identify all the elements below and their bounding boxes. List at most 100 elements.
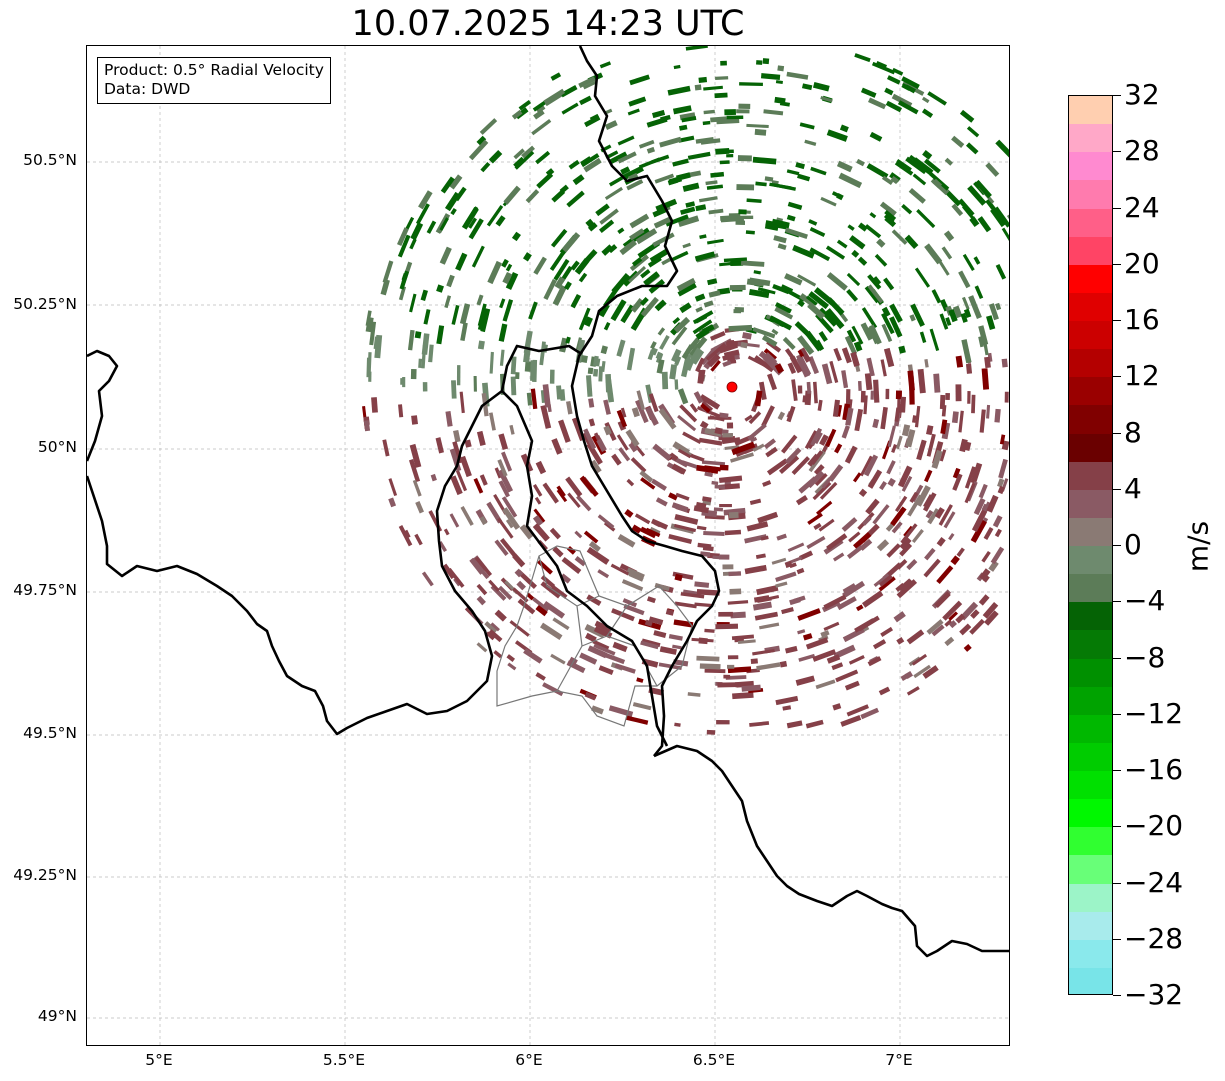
echo-cell [886, 460, 896, 475]
echo-cell [945, 317, 952, 326]
echo-cell [971, 509, 988, 532]
echo-cell [450, 475, 463, 496]
echo-cell [608, 151, 628, 165]
echo-cell [677, 448, 692, 459]
echo-cell [878, 686, 891, 696]
echo-cell [890, 506, 907, 527]
echo-cell [532, 523, 550, 542]
echo-cell [507, 662, 517, 671]
echo-cell [561, 232, 581, 253]
echo-cell [948, 611, 958, 621]
echo-cell [687, 692, 701, 697]
echo-cell [754, 390, 763, 407]
echo-cell [720, 60, 727, 66]
echo-cell [530, 388, 538, 410]
echo-cell [415, 501, 424, 514]
echo-cell [899, 396, 907, 413]
echo-cell [511, 231, 521, 242]
echo-cell [553, 258, 570, 281]
echo-cell [412, 479, 422, 497]
echo-cell [365, 310, 372, 327]
echo-cell [499, 538, 517, 557]
echo-cell [646, 146, 656, 154]
radar-map[interactable] [86, 45, 1010, 1046]
echo-cell [636, 390, 646, 411]
echo-cell [858, 615, 880, 632]
echo-cell [540, 622, 563, 640]
echo-cell [550, 72, 562, 81]
echo-cell [710, 331, 726, 341]
echo-cell [695, 204, 707, 212]
colorbar-tick [1113, 713, 1121, 715]
echo-cell [710, 116, 727, 123]
echo-cell [688, 347, 702, 364]
echo-cell [771, 557, 787, 565]
echo-cell [473, 477, 484, 494]
echo-cell [832, 399, 841, 417]
echo-cell [761, 334, 778, 347]
echo-cell [699, 234, 707, 240]
echo-cell [846, 544, 864, 559]
echo-cell [841, 347, 852, 364]
echo-cell [497, 517, 514, 539]
x-tick-label: 6°E [515, 1051, 543, 1069]
echo-cell [794, 321, 813, 339]
echo-cell [498, 323, 508, 342]
echo-cell [586, 594, 602, 607]
echo-cell [673, 64, 681, 70]
echo-cell [583, 316, 593, 327]
echo-cell [713, 507, 724, 512]
echo-cell [617, 135, 635, 146]
echo-cell [919, 331, 927, 343]
echo-cell [471, 245, 485, 268]
echo-cell [651, 478, 667, 491]
echo-cell [488, 149, 503, 164]
echo-cell [532, 359, 538, 382]
colorbar-tick [1113, 657, 1121, 659]
echo-cell [823, 594, 847, 610]
echo-cell [692, 319, 713, 335]
colorbar-segment [1069, 827, 1112, 856]
echo-cell [701, 460, 726, 466]
echo-cell [476, 135, 487, 146]
echo-cell [926, 619, 944, 635]
echo-cell [497, 469, 514, 493]
echo-cell [411, 415, 418, 425]
echo-cell [951, 203, 964, 217]
echo-cell [584, 115, 601, 128]
echo-cell [842, 583, 856, 593]
echo-cell [401, 273, 408, 281]
echo-cell [714, 92, 728, 99]
echo-cell [970, 609, 980, 619]
echo-cell [799, 347, 812, 363]
echo-cell [465, 206, 479, 224]
x-tick-label: 5°E [145, 1051, 173, 1069]
echo-cell [779, 660, 788, 668]
echo-cell [752, 443, 765, 452]
echo-cell [632, 702, 652, 711]
echo-cell [407, 329, 415, 351]
echo-cell [601, 244, 614, 256]
echo-cell [488, 579, 500, 592]
echo-cell [552, 617, 570, 631]
echo-cell [863, 395, 868, 415]
colorbar-segment [1069, 714, 1112, 743]
echo-cell [992, 515, 1003, 528]
echo-cell [901, 204, 913, 215]
y-tick-label: 49.5°N [23, 724, 77, 742]
echo-cell [859, 455, 873, 477]
echo-cell [704, 628, 715, 633]
echo-cell [476, 595, 486, 606]
echo-cell [894, 161, 914, 176]
echo-cell [786, 214, 796, 222]
echo-cell [757, 511, 779, 524]
echo-cell [959, 601, 979, 621]
echo-cell [924, 469, 933, 483]
echo-cell [652, 207, 667, 218]
echo-cell [772, 283, 790, 295]
echo-cell [765, 446, 778, 458]
colorbar-tick [1113, 320, 1121, 321]
echo-cell [738, 103, 751, 109]
echo-cell [880, 626, 894, 638]
echo-cell [460, 322, 468, 342]
